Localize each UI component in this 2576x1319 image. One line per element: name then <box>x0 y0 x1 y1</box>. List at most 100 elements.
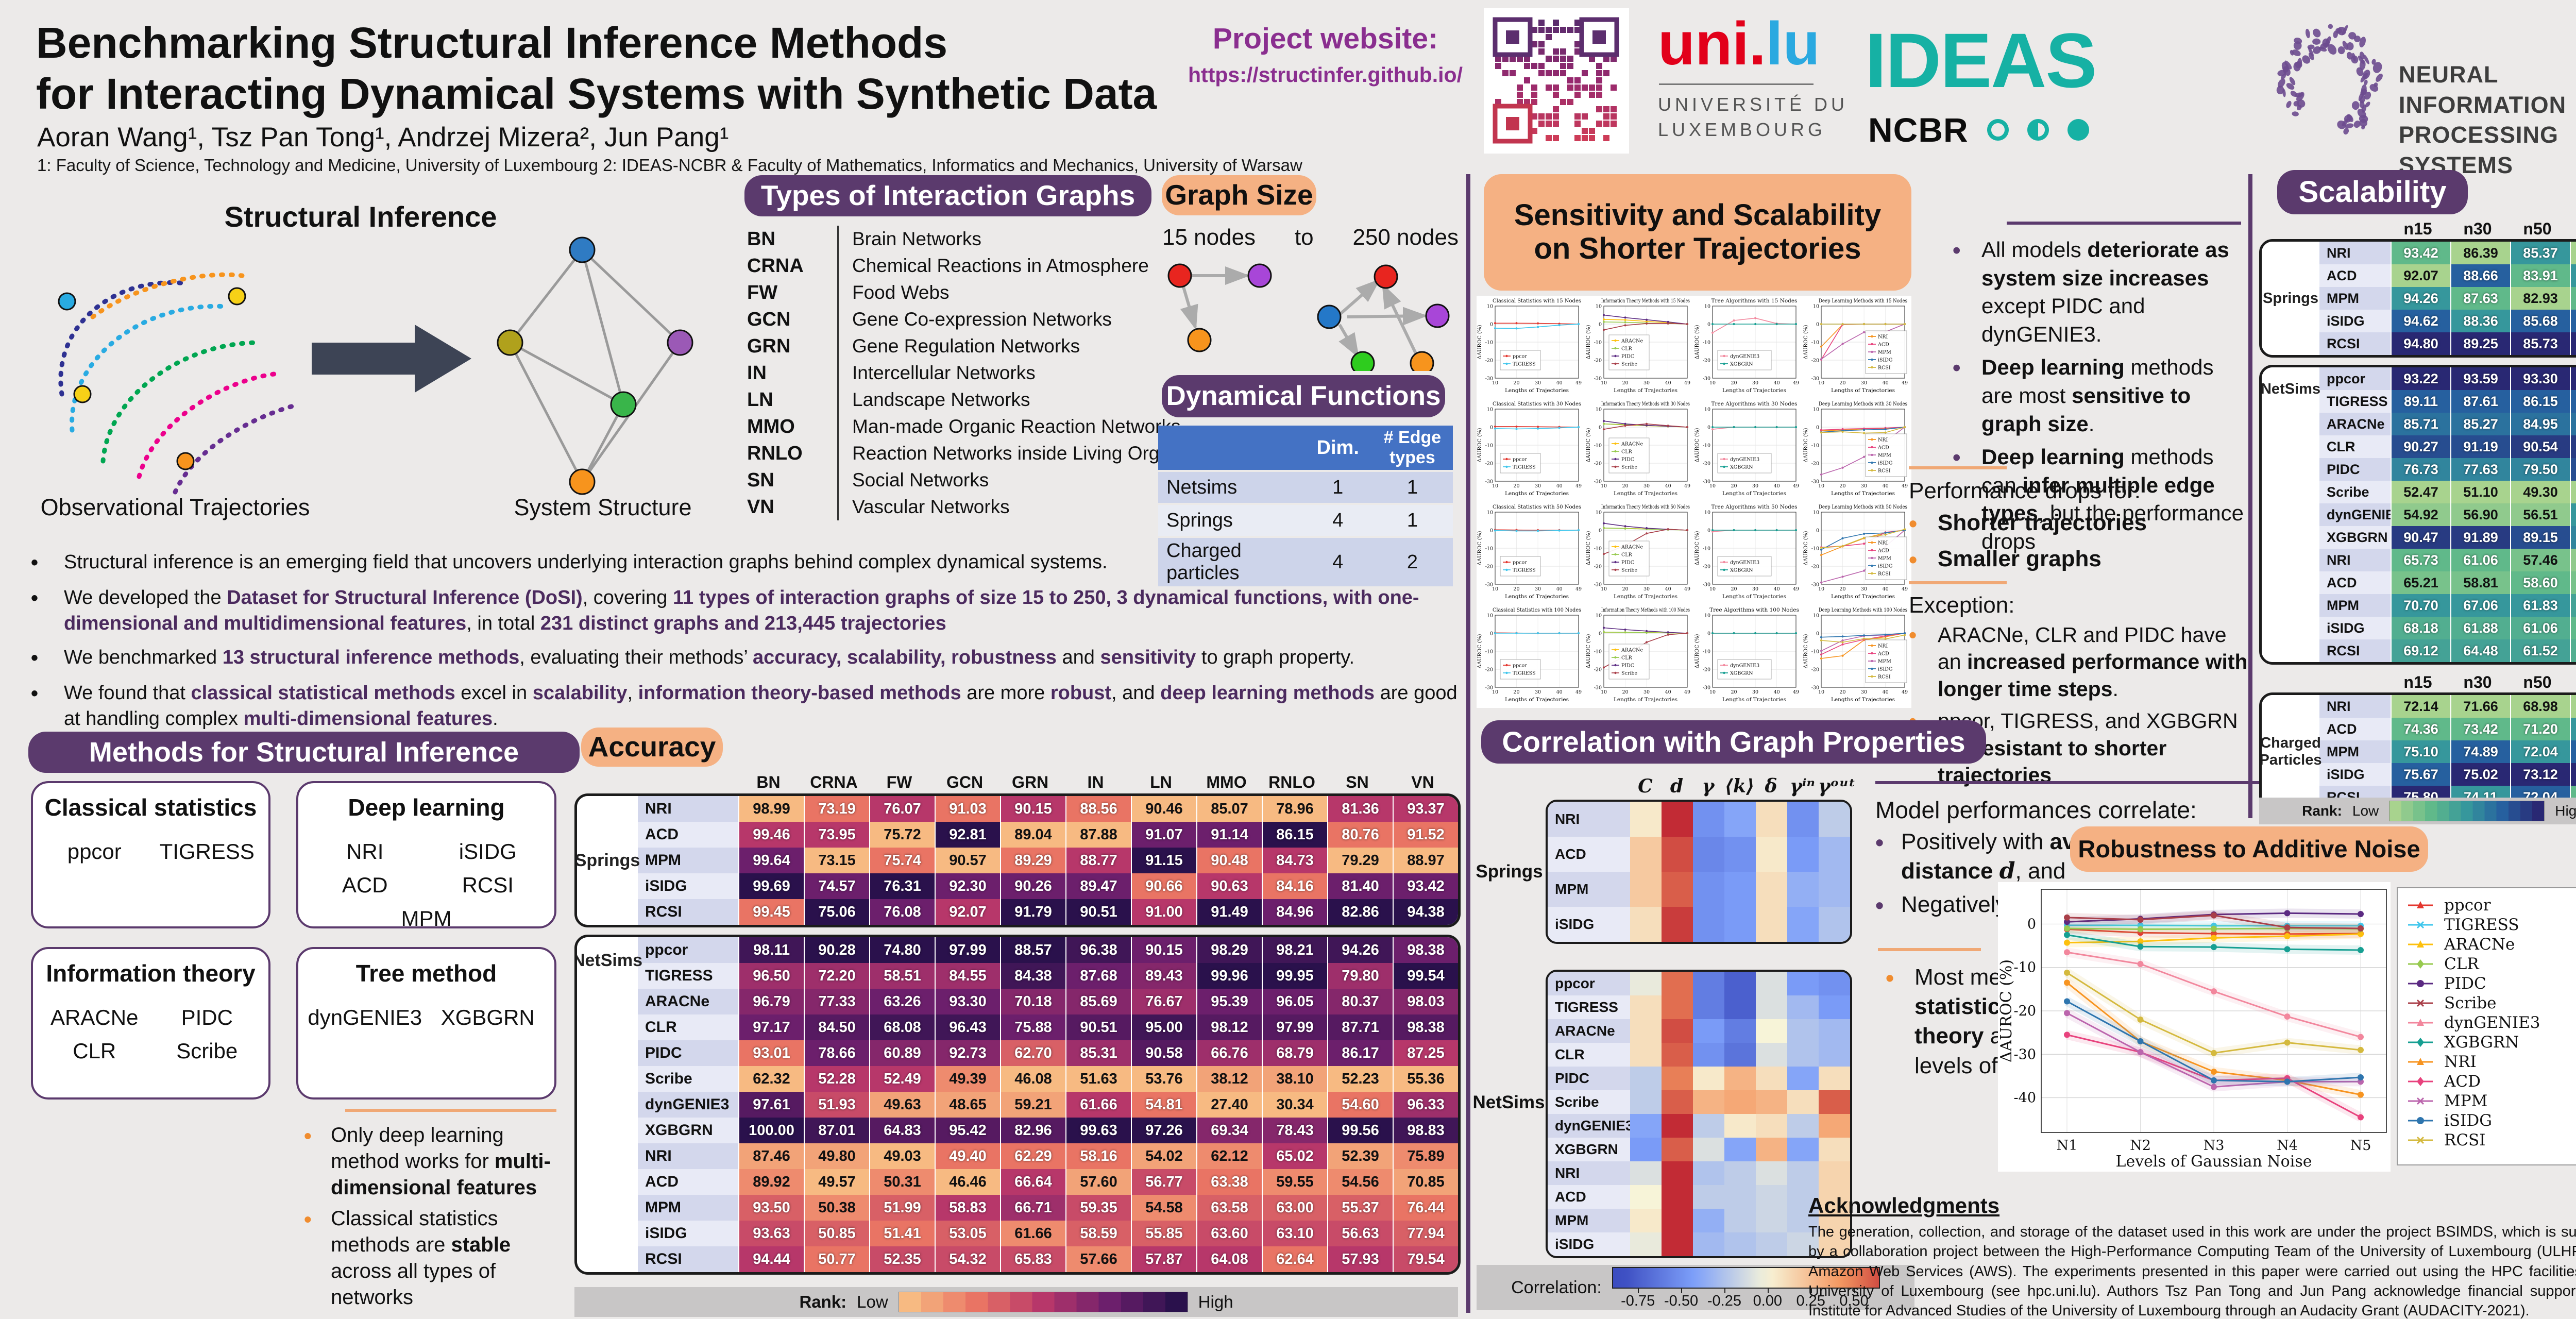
value-cell: 68.08 <box>869 1014 935 1040</box>
divider <box>837 360 839 386</box>
correlation-cell <box>1693 1067 1724 1090</box>
value-cell: 94.44 <box>738 1246 804 1272</box>
svg-text:TIGRESS: TIGRESS <box>1513 465 1536 470</box>
correlation-cell <box>1819 1161 1850 1185</box>
method-box-title: Deep learning <box>348 794 505 821</box>
value-cell: 85.73 <box>2510 332 2570 355</box>
graph-type-abbr: GRN <box>747 335 791 357</box>
method-name: PIDC <box>181 1005 233 1029</box>
svg-text:40: 40 <box>1774 380 1780 386</box>
value-cell: 87.61 <box>2450 390 2510 413</box>
value-cell: 99.63 <box>1065 1118 1131 1143</box>
method-box-title: Classical statistics <box>44 794 257 821</box>
value-cell: 65.73 <box>2391 549 2450 571</box>
correlation-netsims-heatmap: ppcor TIGRESS ARACNe CLR PIDC Scribe dynGENIE3… <box>1546 970 1852 1258</box>
group-name: Springs <box>2263 290 2318 307</box>
colorbar-wrap: -0.75 -0.50 -0.25 0.00 0.25 0.50 <box>1612 1267 1880 1309</box>
svg-text:20: 20 <box>1839 689 1845 695</box>
svg-text:-30: -30 <box>1703 685 1710 691</box>
header-empty <box>1158 426 1304 470</box>
heat-row: iSIDG 99.69 74.57 76.31 92.30 90.26 89.47 90.66… <box>577 873 1458 899</box>
svg-text:0: 0 <box>1707 631 1710 637</box>
value-cell: 75.10 <box>2391 740 2450 763</box>
svg-text:49: 49 <box>1793 689 1799 695</box>
value-cell: 88.66 <box>2450 264 2510 287</box>
correlation-cell <box>1756 995 1787 1019</box>
graph-type-name: Man-made Organic Reaction Networks <box>852 416 1181 437</box>
value-cell: 48.65 <box>935 1092 1000 1118</box>
svg-text:-20: -20 <box>2014 1003 2036 1019</box>
group-spacer <box>2262 695 2319 718</box>
group-spacer <box>577 1221 638 1246</box>
value-cell: 49.57 <box>804 1169 869 1195</box>
accuracy-rank-legend: Rank: Low High <box>574 1287 1458 1317</box>
svg-text:ΔAUROC (%): ΔAUROC (%) <box>1694 325 1700 360</box>
text-segment: classical statistical methods <box>191 682 455 704</box>
method-label: dynGENIE3 <box>2319 503 2402 526</box>
method-label: MPM <box>2319 287 2391 310</box>
svg-text:-10: -10 <box>1703 546 1710 552</box>
value-cell: 98.83 <box>1393 1118 1458 1143</box>
svg-text:40: 40 <box>1883 483 1889 489</box>
column-header: n50 <box>2523 219 2552 238</box>
correlation-cell <box>1819 1138 1850 1161</box>
svg-text:ΔAUROC (%): ΔAUROC (%) <box>1586 428 1591 463</box>
svg-text:10: 10 <box>1601 483 1607 489</box>
value-cell: 98.11 <box>738 937 804 963</box>
svg-text:Lengths of Trajectories: Lengths of Trajectories <box>1831 491 1895 497</box>
svg-text:-10: -10 <box>1485 649 1493 655</box>
group-spacer <box>2262 367 2319 390</box>
legend-item-ppcor: ppcor <box>2407 895 2576 915</box>
value-cell: 92.07 <box>2391 264 2450 287</box>
svg-text:Lengths of Trajectories: Lengths of Trajectories <box>1722 387 1786 394</box>
svg-text:-30: -30 <box>1485 582 1493 588</box>
svg-text:Observational Trajectories: Observational Trajectories <box>41 494 310 520</box>
correlation-row: dynGENIE3 <box>1548 1114 1850 1138</box>
value-cell: 46.08 <box>1000 1066 1065 1092</box>
correlation-cell <box>1630 995 1662 1019</box>
exception-intro: Exception: <box>1909 593 2015 618</box>
value-cell: 96.38 <box>1065 937 1131 963</box>
qr-code <box>1484 8 1629 154</box>
svg-text:49: 49 <box>1684 483 1690 489</box>
website-link[interactable]: https://structinfer.github.io/ <box>1188 63 1463 87</box>
performance-drops-list: • Shorter trajectories • Smaller graphs <box>1909 508 2244 575</box>
correlation-cell <box>1819 972 1850 995</box>
correlation-cell <box>1724 837 1756 872</box>
correlation-cell <box>1693 1138 1724 1161</box>
heat-row: MPM 93.50 50.38 51.99 58.83 66.71 59.35 54.58 63… <box>577 1195 1458 1221</box>
svg-text:49: 49 <box>1902 586 1908 592</box>
svg-text:ppcor: ppcor <box>1513 560 1527 566</box>
method-label: NRI <box>1548 802 1630 837</box>
heat-row: dynGENIE3 97.61 51.93 49.63 48.65 59.21 61.66 5… <box>577 1092 1458 1118</box>
value-cell: 75.88 <box>1000 1014 1065 1040</box>
svg-text:ΔAUROC (%): ΔAUROC (%) <box>1477 531 1483 566</box>
svg-text:20: 20 <box>1731 380 1737 386</box>
list-item: • We benchmarked 13 structural inference … <box>31 645 1458 672</box>
svg-text:iSIDG: iSIDG <box>1878 461 1893 466</box>
svg-text:ΔAUROC (%): ΔAUROC (%) <box>1803 634 1809 669</box>
svg-text:Scribe: Scribe <box>1621 362 1637 367</box>
group-spacer <box>2262 242 2319 264</box>
value-cell: 99.69 <box>738 873 804 899</box>
value-cell: 88.57 <box>1000 937 1065 963</box>
value-cell: 74.57 <box>804 873 869 899</box>
method-label: ACD <box>2319 571 2391 594</box>
correlation-cell <box>1787 1019 1819 1043</box>
svg-text:49: 49 <box>1793 586 1799 592</box>
svg-text:-30: -30 <box>1703 479 1710 485</box>
value-cell: 68.79 <box>1262 1040 1327 1066</box>
structural-inference-diagram: Structural Inference Observational Trajec… <box>41 200 693 520</box>
method-label: TIGRESS <box>1548 995 1630 1019</box>
value-cell: 89.25 <box>2450 332 2510 355</box>
svg-text:RCSI: RCSI <box>1878 674 1891 680</box>
correlation-cell <box>1630 1043 1662 1067</box>
value-cell: 91.03 <box>935 796 1000 822</box>
